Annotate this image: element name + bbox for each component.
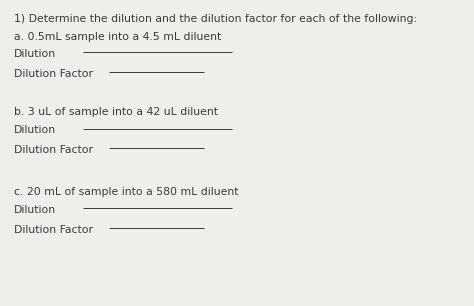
- Text: Dilution: Dilution: [14, 125, 56, 136]
- Text: Dilution Factor: Dilution Factor: [14, 69, 93, 79]
- Text: Dilution Factor: Dilution Factor: [14, 225, 93, 235]
- Text: Dilution: Dilution: [14, 205, 56, 215]
- Text: Dilution Factor: Dilution Factor: [14, 145, 93, 155]
- Text: 1) Determine the dilution and the dilution factor for each of the following:: 1) Determine the dilution and the diluti…: [14, 14, 417, 24]
- Text: b. 3 uL of sample into a 42 uL diluent: b. 3 uL of sample into a 42 uL diluent: [14, 107, 218, 117]
- Text: Dilution: Dilution: [14, 49, 56, 59]
- Text: a. 0.5mL sample into a 4.5 mL diluent: a. 0.5mL sample into a 4.5 mL diluent: [14, 32, 221, 42]
- Text: c. 20 mL of sample into a 580 mL diluent: c. 20 mL of sample into a 580 mL diluent: [14, 187, 239, 197]
